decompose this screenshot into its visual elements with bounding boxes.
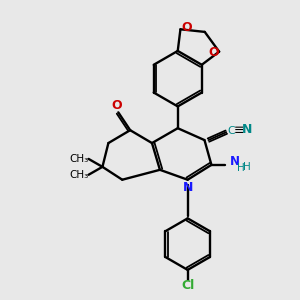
Text: N: N — [230, 155, 240, 168]
Text: O: O — [181, 21, 192, 34]
Text: O: O — [111, 99, 122, 112]
Text: CH₃: CH₃ — [69, 154, 88, 164]
Text: N: N — [182, 181, 193, 194]
Text: Cl: Cl — [181, 279, 194, 292]
Text: CH₃: CH₃ — [69, 170, 88, 180]
Text: C: C — [227, 126, 235, 136]
Text: H: H — [243, 162, 251, 172]
Text: H: H — [237, 163, 245, 173]
Text: O: O — [208, 46, 218, 59]
Text: ≡: ≡ — [234, 124, 244, 137]
Text: N: N — [242, 123, 252, 136]
